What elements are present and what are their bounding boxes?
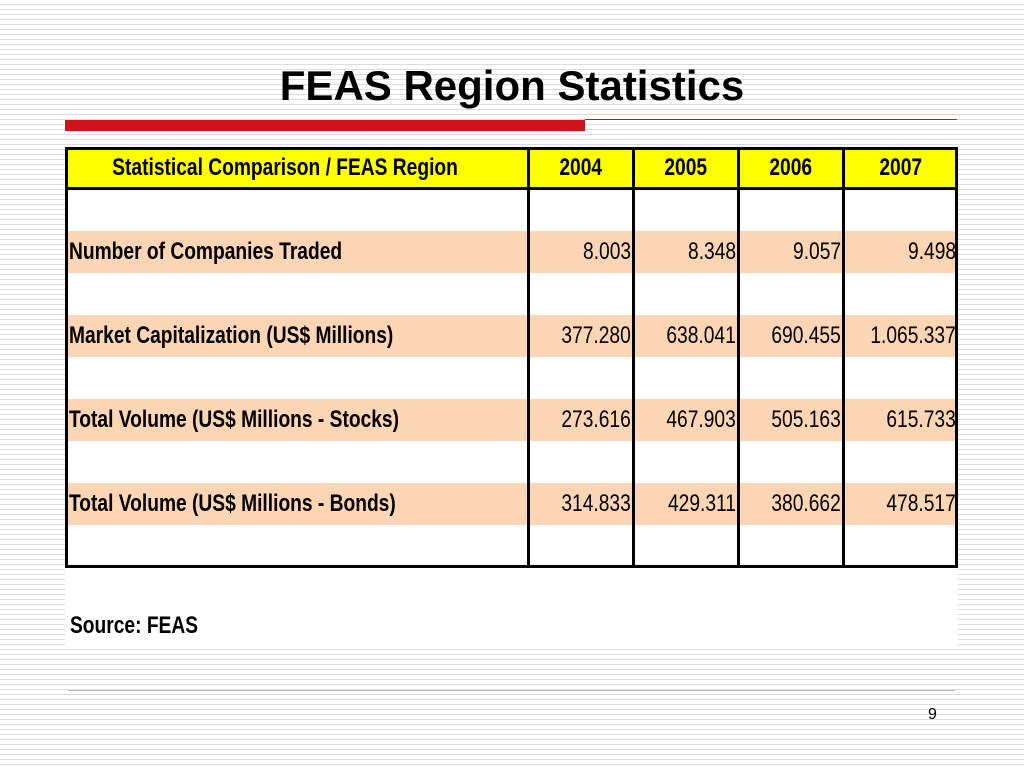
spacer-cell <box>65 357 528 399</box>
value-cell: 8.348 <box>633 231 738 273</box>
spacer-cell <box>65 441 528 483</box>
value-cell: 690.455 <box>738 315 843 357</box>
spacer-cell <box>843 189 958 231</box>
value-cell-text: 314.833 <box>561 490 631 517</box>
spacer-cell <box>738 441 843 483</box>
value-cell: 9.057 <box>738 231 843 273</box>
header-cell-text: 2007 <box>879 154 922 181</box>
value-cell-text: 1.065.337 <box>870 322 956 349</box>
spacer-cell <box>843 273 958 315</box>
header-cell-text: Statistical Comparison / FEAS Region <box>112 154 458 181</box>
header-cell-text: 2004 <box>559 154 602 181</box>
spacer-cell <box>843 357 958 399</box>
value-cell-text: 380.662 <box>771 490 841 517</box>
header-cell: 2005 <box>633 147 738 189</box>
value-cell: 478.517 <box>843 483 958 525</box>
header-cell: 2006 <box>738 147 843 189</box>
value-cell-text: 8.003 <box>582 238 631 265</box>
value-cell-text: 467.903 <box>666 406 736 433</box>
column-border <box>632 147 635 567</box>
value-cell: 9.498 <box>843 231 958 273</box>
spacer-cell <box>633 525 738 567</box>
source-text: Source: FEAS <box>70 612 199 639</box>
column-border <box>842 147 845 567</box>
header-cell: 2004 <box>528 147 633 189</box>
value-cell: 1.065.337 <box>843 315 958 357</box>
source-note: Source: FEAS <box>70 612 230 640</box>
value-cell-text: 429.311 <box>668 490 736 517</box>
table-border <box>65 565 958 568</box>
row-label: Number of Companies Traded <box>65 231 528 273</box>
value-cell-text: 505.163 <box>771 406 841 433</box>
row-label-text: Total Volume (US$ Millions - Bonds) <box>69 490 396 517</box>
value-cell: 615.733 <box>843 399 958 441</box>
slide-title: FEAS Region Statistics <box>279 62 745 109</box>
value-cell-text: 690.455 <box>771 322 841 349</box>
row-label: Total Volume (US$ Millions - Bonds) <box>65 483 528 525</box>
spacer-cell <box>738 525 843 567</box>
column-border <box>527 147 530 567</box>
value-cell: 8.003 <box>528 231 633 273</box>
value-cell: 377.280 <box>528 315 633 357</box>
spacer-cell <box>738 189 843 231</box>
spacer-cell <box>738 273 843 315</box>
value-cell: 429.311 <box>633 483 738 525</box>
title-rule <box>585 119 957 120</box>
row-label-text: Total Volume (US$ Millions - Stocks) <box>69 406 399 433</box>
value-cell: 380.662 <box>738 483 843 525</box>
value-cell-text: 638.041 <box>666 322 736 349</box>
spacer-cell <box>738 357 843 399</box>
spacer-cell <box>528 189 633 231</box>
row-label: Total Volume (US$ Millions - Stocks) <box>65 399 528 441</box>
value-cell: 505.163 <box>738 399 843 441</box>
value-cell: 638.041 <box>633 315 738 357</box>
spacer-cell <box>528 273 633 315</box>
spacer-cell <box>65 273 528 315</box>
header-cell: 2007 <box>843 147 958 189</box>
value-cell: 314.833 <box>528 483 633 525</box>
header-border <box>65 187 958 190</box>
value-cell: 273.616 <box>528 399 633 441</box>
row-label-text: Market Capitalization (US$ Millions) <box>69 322 394 349</box>
value-cell: 467.903 <box>633 399 738 441</box>
value-cell-text: 8.348 <box>687 238 736 265</box>
spacer-cell <box>65 525 528 567</box>
value-cell-text: 273.616 <box>561 406 631 433</box>
page-number: 9 <box>928 706 937 723</box>
header-cell-text: 2006 <box>769 154 812 181</box>
title-bar <box>65 120 585 131</box>
spacer-cell <box>843 525 958 567</box>
header-cell-text: 2005 <box>664 154 707 181</box>
spacer-cell <box>633 441 738 483</box>
spacer-cell <box>528 525 633 567</box>
footer-rule <box>68 690 955 691</box>
value-cell-text: 615.733 <box>886 406 956 433</box>
value-cell-text: 478.517 <box>886 490 956 517</box>
table-border <box>65 147 958 150</box>
header-cell: Statistical Comparison / FEAS Region <box>65 147 528 189</box>
spacer-cell <box>633 357 738 399</box>
spacer-cell <box>843 441 958 483</box>
value-cell-text: 377.280 <box>561 322 631 349</box>
column-border <box>737 147 740 567</box>
spacer-cell <box>528 441 633 483</box>
value-cell-text: 9.498 <box>907 238 956 265</box>
spacer-cell <box>528 357 633 399</box>
spacer-cell <box>633 273 738 315</box>
row-label-text: Number of Companies Traded <box>69 238 343 265</box>
column-border <box>65 147 68 567</box>
column-border <box>955 147 958 567</box>
table-area: Statistical Comparison / FEAS Region 2004… <box>65 147 958 648</box>
value-cell-text: 9.057 <box>792 238 841 265</box>
spacer-cell <box>633 189 738 231</box>
spacer-cell <box>65 189 528 231</box>
row-label: Market Capitalization (US$ Millions) <box>65 315 528 357</box>
